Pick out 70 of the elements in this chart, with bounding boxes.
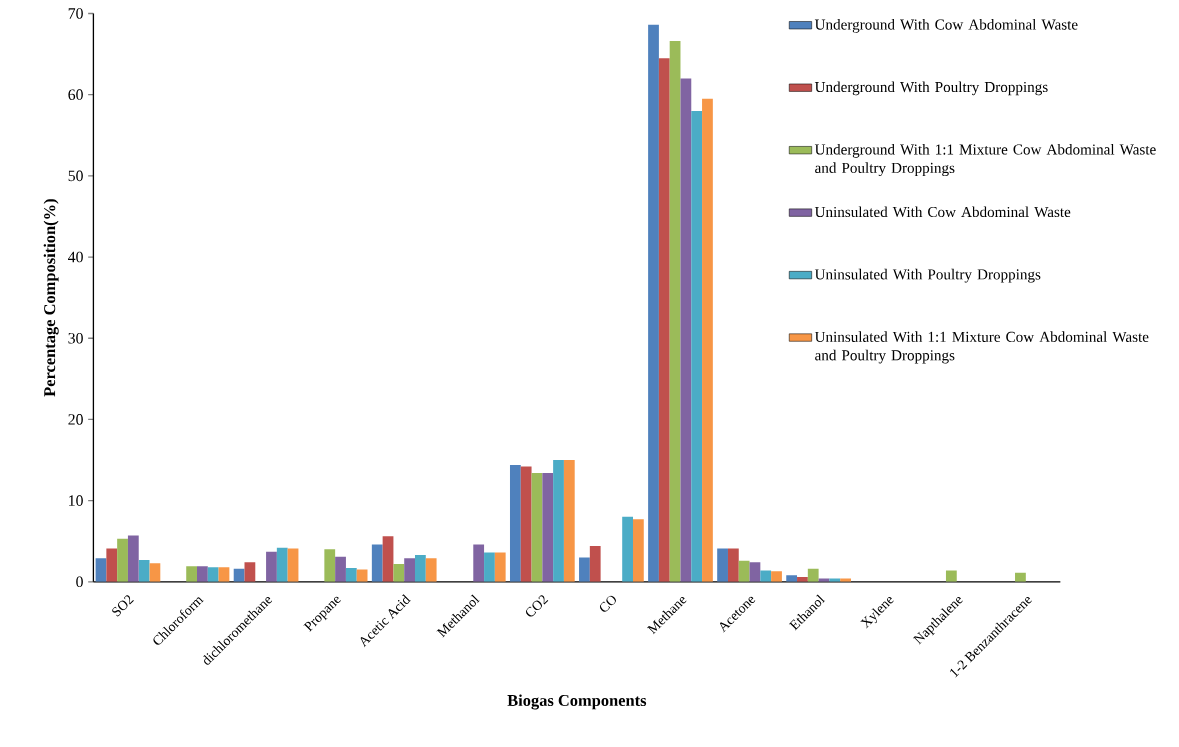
legend-label: Underground With Cow Abdominal Waste: [814, 19, 1078, 33]
y-tick-label: 20: [68, 414, 83, 425]
bar: [207, 567, 219, 582]
bar: [648, 24, 659, 582]
bar: [717, 548, 728, 582]
bar: [106, 548, 118, 582]
bar: [393, 563, 405, 582]
y-axis-title: Percentage Composition(%): [43, 199, 59, 397]
bar: [669, 41, 681, 582]
bar: [727, 548, 739, 582]
bar: [691, 110, 703, 582]
bar: [138, 559, 150, 582]
bar: [117, 538, 128, 582]
y-tick-label: 0: [76, 576, 83, 588]
bar: [382, 536, 394, 582]
bar: [760, 570, 772, 582]
bar: [542, 473, 554, 582]
bar: [404, 558, 415, 582]
legend-label: Uninsulated With 1:1 Mixture Cow Abdominal Waste and Poultry Droppings: [814, 331, 1149, 364]
bar: [345, 568, 357, 582]
bar: [771, 571, 782, 582]
bar: [531, 473, 543, 582]
bar: [415, 555, 426, 582]
bar: [197, 566, 208, 582]
bar: [945, 570, 957, 582]
bar: [149, 563, 161, 582]
y-tick-label: 10: [69, 495, 83, 506]
bar: [807, 568, 819, 582]
bar: [680, 78, 692, 582]
y-tick-label: 50: [68, 170, 83, 182]
bar: [579, 557, 590, 582]
legend-label: Uninsulated With Poultry Droppings: [814, 268, 1041, 283]
bar: [622, 516, 633, 582]
y-tick-label: 30: [68, 332, 83, 344]
x-tick-label: CO2: [525, 595, 549, 617]
bar: [266, 551, 277, 582]
bar: [356, 569, 368, 582]
x-axis-title: Biogas Components: [507, 694, 647, 710]
bar: [127, 535, 139, 582]
legend-label: Underground With Poultry Droppings: [814, 81, 1048, 96]
bar: [244, 562, 256, 582]
bar: [494, 552, 506, 582]
bar: [1015, 572, 1026, 582]
bar: [276, 547, 288, 582]
bar: [738, 560, 750, 582]
bar: [658, 58, 670, 582]
x-tick-label: SO2: [112, 595, 134, 617]
bar: [786, 575, 798, 582]
bar: [520, 466, 532, 582]
bar: [484, 552, 495, 582]
y-tick-label: 60: [68, 89, 83, 101]
bar: [509, 464, 521, 582]
bar: [563, 460, 575, 582]
y-tick-label: 40: [68, 251, 83, 263]
legend-label: Underground With 1:1 Mixture Cow Abdominal Waste and Poultry Droppings: [814, 143, 1156, 177]
bar: [749, 562, 761, 582]
bar: [186, 566, 198, 582]
bar: [473, 544, 485, 582]
bar: [335, 556, 346, 582]
bar: [95, 558, 107, 582]
bar: [702, 98, 713, 582]
bar: [632, 519, 644, 582]
bar: [589, 546, 601, 582]
x-tick-label: CO: [599, 595, 616, 612]
bar: [324, 549, 336, 582]
bar: [553, 460, 564, 582]
bar: [371, 544, 383, 582]
y-tick-label: 70: [68, 8, 83, 19]
bar: [425, 558, 437, 582]
legend-label: Uninsulated With Cow Abdominal Waste: [814, 206, 1071, 218]
